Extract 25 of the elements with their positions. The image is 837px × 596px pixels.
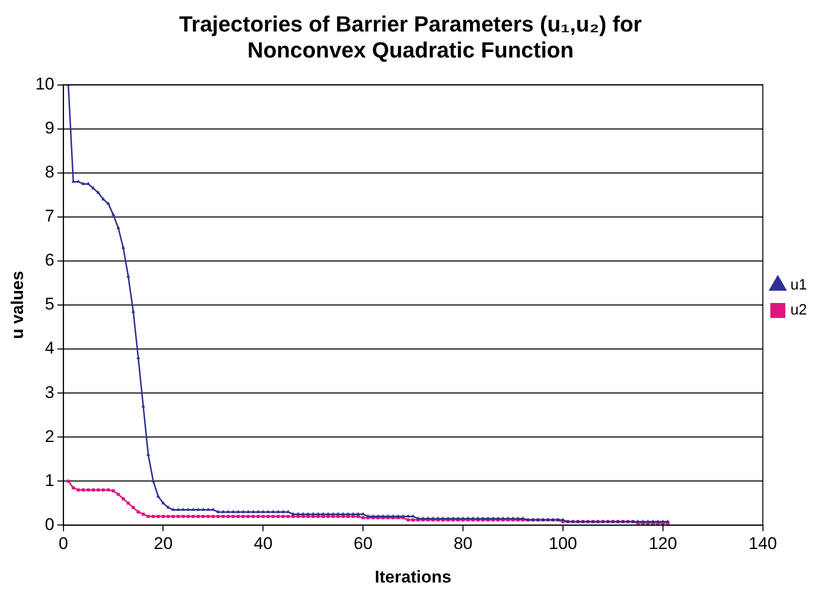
y-axis-title: u values bbox=[8, 270, 27, 340]
y-tick-label: 3 bbox=[44, 382, 54, 402]
x-tick-label: 140 bbox=[748, 534, 778, 554]
y-tick-label: 6 bbox=[44, 250, 54, 270]
y-tick-label: 4 bbox=[44, 338, 54, 358]
y-tick-label: 0 bbox=[44, 514, 54, 534]
y-tick-label: 5 bbox=[44, 294, 54, 314]
y-tick-label: 8 bbox=[44, 162, 54, 182]
y-tick-label: 7 bbox=[44, 206, 54, 226]
text: Trajectories of Barrier Parameters (u₁,u₂) for bbox=[179, 11, 642, 36]
x-axis-title: Iterations bbox=[374, 567, 452, 586]
x-tick-label: 100 bbox=[548, 534, 578, 554]
y-tick-label: 1 bbox=[44, 470, 54, 490]
legend-label: u1 bbox=[790, 276, 808, 294]
x-tick-label: 40 bbox=[254, 534, 273, 554]
y-tick-label: 2 bbox=[44, 426, 54, 446]
y-tick-label: 9 bbox=[44, 118, 54, 138]
y-tick-label: 10 bbox=[35, 74, 54, 94]
legend-label: u2 bbox=[790, 302, 808, 319]
x-tick-label: 60 bbox=[354, 534, 373, 554]
x-tick-label: 120 bbox=[648, 534, 678, 554]
x-tick-label: 20 bbox=[154, 534, 173, 554]
x-tick-label: 80 bbox=[454, 534, 472, 554]
x-tick-label: 0 bbox=[58, 534, 68, 554]
text: Nonconvex Quadratic Function bbox=[247, 38, 574, 63]
